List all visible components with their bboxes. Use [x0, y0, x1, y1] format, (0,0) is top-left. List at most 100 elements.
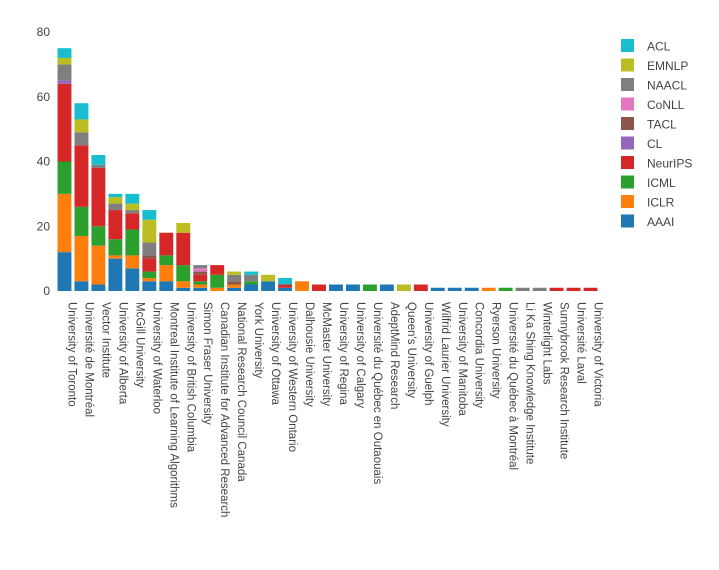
- bar-segment-iclr[interactable]: [193, 284, 208, 288]
- bar-segment-aaai[interactable]: [346, 284, 360, 291]
- bar-segment-acl[interactable]: [74, 103, 89, 120]
- bar-segment-aaai[interactable]: [142, 281, 157, 291]
- bar-segment-naacl[interactable]: [244, 274, 259, 282]
- bar-segment-aaai[interactable]: [379, 284, 394, 291]
- bar-segment-neurips[interactable]: [413, 284, 428, 291]
- bar-segment-iclr[interactable]: [125, 255, 140, 269]
- bar-segment-acl[interactable]: [244, 271, 259, 275]
- bar-segment-naacl[interactable]: [193, 265, 208, 269]
- bar-segment-neurips[interactable]: [566, 287, 581, 291]
- bar-segment-iclr[interactable]: [481, 287, 496, 291]
- bar-segment-cl[interactable]: [57, 80, 72, 84]
- bar-segment-icml[interactable]: [57, 161, 72, 194]
- bar-segment-aaai[interactable]: [464, 287, 479, 291]
- bar-segment-iclr[interactable]: [210, 287, 225, 291]
- legend-item-acl[interactable]: ACL: [621, 39, 671, 54]
- legend-item-aaai[interactable]: AAAI: [621, 214, 674, 230]
- bar-segment-neurips[interactable]: [278, 284, 293, 288]
- bar-segment-naacl[interactable]: [74, 132, 89, 146]
- bar-segment-aaai[interactable]: [244, 284, 259, 291]
- bar-segment-neurips[interactable]: [74, 145, 89, 207]
- legend-item-naacl[interactable]: NAACL: [621, 78, 687, 93]
- legend-item-conll[interactable]: CoNLL: [621, 97, 685, 113]
- bar-segment-icml[interactable]: [498, 287, 513, 291]
- bar-segment-neurips[interactable]: [108, 210, 123, 240]
- bar-segment-emnlp[interactable]: [74, 119, 89, 133]
- bar-segment-neurips[interactable]: [210, 265, 225, 275]
- bar-segment-icml[interactable]: [108, 239, 123, 256]
- bar-segment-iclr[interactable]: [142, 278, 157, 282]
- bar-segment-emnlp[interactable]: [396, 284, 411, 291]
- bar-segment-neurips[interactable]: [176, 232, 191, 266]
- bar-segment-emnlp[interactable]: [142, 219, 157, 243]
- bar-segment-iclr[interactable]: [108, 255, 123, 259]
- bar-segment-neurips[interactable]: [193, 274, 208, 282]
- bar-segment-icml[interactable]: [159, 255, 174, 266]
- bar-segment-naacl[interactable]: [227, 274, 242, 282]
- bar-segment-naacl[interactable]: [108, 203, 123, 211]
- bar-segment-aaai[interactable]: [159, 281, 174, 291]
- legend-item-iclr[interactable]: ICLR: [621, 195, 675, 210]
- bar-segment-icml[interactable]: [125, 229, 140, 256]
- bar-segment-conll[interactable]: [193, 268, 208, 272]
- bar-segment-emnlp[interactable]: [125, 203, 140, 211]
- bar-segment-aaai[interactable]: [176, 287, 191, 291]
- bar-segment-emnlp[interactable]: [176, 223, 191, 233]
- bar-segment-aaai[interactable]: [91, 284, 106, 291]
- legend-item-cl[interactable]: CL: [621, 136, 663, 152]
- bar-segment-aaai[interactable]: [57, 252, 72, 291]
- legend-item-icml[interactable]: ICML: [621, 175, 676, 191]
- bar-segment-neurips[interactable]: [57, 83, 72, 162]
- bar-segment-neurips[interactable]: [125, 213, 140, 230]
- bar-segment-naacl[interactable]: [125, 210, 140, 214]
- bar-segment-iclr[interactable]: [74, 235, 89, 282]
- bar-segment-acl[interactable]: [278, 278, 293, 285]
- bar-segment-iclr[interactable]: [295, 281, 309, 291]
- bar-segment-icml[interactable]: [193, 281, 208, 285]
- bar-segment-icml[interactable]: [176, 265, 191, 282]
- bar-segment-iclr[interactable]: [176, 281, 191, 288]
- bar-segment-icml[interactable]: [142, 271, 157, 279]
- bar-segment-acl[interactable]: [125, 193, 140, 204]
- bar-segment-tacl[interactable]: [227, 281, 242, 285]
- bar-segment-iclr[interactable]: [227, 284, 242, 288]
- bar-segment-emnlp[interactable]: [261, 274, 276, 282]
- bar-segment-naacl[interactable]: [142, 242, 157, 256]
- bar-segment-neurips[interactable]: [91, 167, 106, 227]
- bar-segment-tacl[interactable]: [193, 271, 208, 275]
- bar-segment-aaai[interactable]: [278, 287, 293, 291]
- bar-segment-emnlp[interactable]: [108, 197, 123, 204]
- bar-segment-aaai[interactable]: [447, 287, 462, 291]
- bar-segment-icml[interactable]: [244, 281, 259, 285]
- bar-segment-emnlp[interactable]: [227, 271, 242, 275]
- legend-item-neurips[interactable]: NeurIPS: [621, 156, 692, 171]
- bar-segment-neurips[interactable]: [142, 258, 157, 272]
- bar-segment-tacl[interactable]: [142, 255, 157, 259]
- bar-segment-acl[interactable]: [142, 210, 157, 220]
- bar-segment-icml[interactable]: [210, 274, 225, 288]
- bar-segment-iclr[interactable]: [57, 193, 72, 253]
- bar-segment-icml[interactable]: [91, 226, 106, 246]
- bar-segment-neurips[interactable]: [583, 287, 598, 291]
- bar-segment-neurips[interactable]: [312, 284, 326, 291]
- bar-segment-neurips[interactable]: [159, 232, 174, 256]
- bar-segment-emnlp[interactable]: [57, 57, 72, 65]
- legend-item-emnlp[interactable]: EMNLP: [621, 58, 688, 74]
- bar-segment-aaai[interactable]: [430, 287, 445, 291]
- bar-segment-naacl[interactable]: [515, 287, 530, 291]
- bar-segment-acl[interactable]: [91, 155, 106, 165]
- bar-segment-aaai[interactable]: [125, 268, 140, 291]
- bar-segment-iclr[interactable]: [159, 265, 174, 282]
- bar-segment-aaai[interactable]: [193, 287, 208, 291]
- bar-segment-naacl[interactable]: [57, 64, 72, 81]
- bar-segment-icml[interactable]: [362, 284, 377, 291]
- bar-segment-aaai[interactable]: [227, 287, 242, 291]
- bar-segment-acl[interactable]: [108, 193, 123, 198]
- bar-segment-aaai[interactable]: [74, 281, 89, 291]
- bar-segment-naacl[interactable]: [532, 287, 547, 291]
- bar-segment-neurips[interactable]: [549, 287, 564, 291]
- bar-segment-acl[interactable]: [57, 48, 72, 58]
- bar-segment-naacl[interactable]: [91, 164, 106, 168]
- bar-segment-icml[interactable]: [74, 206, 89, 236]
- legend-item-tacl[interactable]: TACL: [621, 117, 677, 132]
